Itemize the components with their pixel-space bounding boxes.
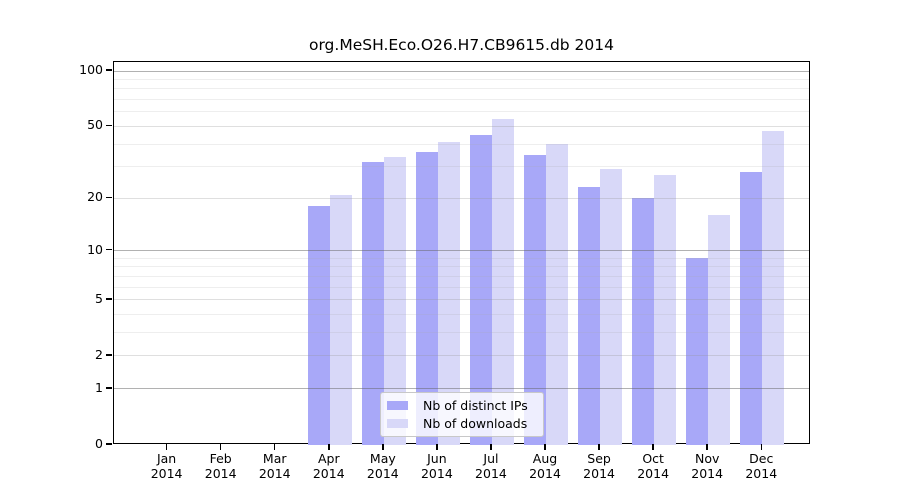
x-tick-mark bbox=[490, 444, 492, 450]
x-tick-mark bbox=[544, 444, 546, 450]
bar-downloads bbox=[437, 142, 460, 445]
gridline bbox=[114, 314, 809, 316]
bar-downloads bbox=[708, 215, 731, 445]
gridline bbox=[114, 250, 809, 252]
bar-downloads bbox=[383, 156, 406, 445]
x-tick-mark bbox=[273, 444, 276, 450]
bar-downloads bbox=[546, 144, 569, 445]
gridline bbox=[114, 70, 809, 72]
x-tick-label: Jul 2014 bbox=[475, 451, 507, 481]
bar-distinct-ips bbox=[632, 198, 655, 445]
gridline bbox=[114, 78, 809, 80]
y-tick-label: 0 bbox=[95, 436, 103, 451]
bar-distinct-ips bbox=[686, 258, 709, 445]
x-tick-label: May 2014 bbox=[366, 451, 399, 481]
y-tick-mark bbox=[106, 354, 112, 356]
y-tick-mark bbox=[106, 387, 112, 389]
gridline bbox=[114, 166, 809, 168]
y-tick-label: 20 bbox=[87, 189, 103, 205]
x-tick-label: Apr 2014 bbox=[312, 451, 345, 481]
gridline bbox=[114, 197, 809, 199]
gridline bbox=[114, 266, 809, 268]
y-tick-mark bbox=[106, 443, 112, 445]
x-tick-label: Mar 2014 bbox=[258, 451, 291, 481]
legend-label-downloads: Nb of downloads bbox=[423, 415, 528, 431]
gridline bbox=[114, 143, 809, 145]
bar-distinct-ips bbox=[469, 134, 492, 445]
gridline bbox=[114, 275, 809, 277]
x-tick-mark bbox=[652, 444, 654, 450]
bar-downloads bbox=[654, 174, 677, 445]
x-tick-mark bbox=[328, 444, 330, 450]
y-tick-label: 5 bbox=[95, 290, 103, 306]
x-tick-label: Oct 2014 bbox=[637, 451, 670, 481]
gridline bbox=[114, 332, 809, 334]
y-tick-mark bbox=[106, 248, 112, 251]
y-tick-mark bbox=[106, 196, 112, 199]
bar-downloads bbox=[762, 131, 785, 445]
plot-area bbox=[113, 61, 810, 445]
y-tick-mark bbox=[106, 124, 112, 127]
x-tick-mark bbox=[165, 444, 168, 450]
x-tick-mark bbox=[219, 444, 222, 450]
y-tick-label: 10 bbox=[87, 241, 103, 257]
x-tick-label: Feb 2014 bbox=[204, 451, 237, 481]
legend-swatch-distinct-ips bbox=[387, 401, 408, 411]
x-tick-mark bbox=[382, 444, 384, 450]
gridline bbox=[114, 286, 809, 288]
x-tick-mark bbox=[760, 444, 762, 450]
y-tick-label: 100 bbox=[79, 62, 103, 77]
legend-item-distinct-ips: Nb of distinct IPs bbox=[387, 397, 535, 415]
bar-distinct-ips bbox=[740, 172, 763, 445]
bar-distinct-ips bbox=[361, 161, 384, 445]
y-tick-label: 50 bbox=[87, 117, 103, 133]
gridline bbox=[114, 99, 809, 101]
y-tick-label: 2 bbox=[95, 346, 103, 362]
bar-distinct-ips bbox=[578, 187, 601, 445]
x-tick-label: Dec 2014 bbox=[745, 451, 778, 481]
x-tick-label: Jun 2014 bbox=[420, 451, 453, 481]
x-tick-mark bbox=[598, 444, 600, 450]
gridline bbox=[114, 111, 809, 113]
gridline bbox=[114, 257, 809, 259]
chart-title: org.MeSH.Eco.O26.H7.CB9615.db 2014 bbox=[308, 36, 615, 54]
x-tick-label: Aug 2014 bbox=[529, 451, 561, 481]
gridline bbox=[114, 355, 809, 357]
legend: Nb of distinct IPs Nb of downloads bbox=[380, 392, 544, 437]
legend-swatch-downloads bbox=[387, 418, 408, 428]
bar-downloads bbox=[600, 169, 623, 445]
gridline bbox=[114, 125, 809, 127]
gridline bbox=[114, 388, 809, 390]
x-tick-label: Jan 2014 bbox=[150, 451, 183, 481]
y-tick-mark bbox=[106, 69, 112, 71]
x-tick-mark bbox=[706, 444, 708, 450]
legend-item-downloads: Nb of downloads bbox=[387, 415, 535, 433]
legend-label-distinct-ips: Nb of distinct IPs bbox=[423, 398, 528, 414]
gridline bbox=[114, 299, 809, 301]
y-tick-label: 1 bbox=[95, 379, 103, 395]
bar-distinct-ips bbox=[415, 152, 438, 445]
x-tick-mark bbox=[436, 444, 438, 450]
x-tick-label: Sep 2014 bbox=[583, 451, 615, 481]
bar-distinct-ips bbox=[524, 154, 547, 445]
bar-downloads bbox=[329, 194, 352, 445]
bar-downloads bbox=[491, 118, 514, 445]
gridline bbox=[114, 88, 809, 90]
y-tick-mark bbox=[106, 298, 112, 300]
bar-distinct-ips bbox=[307, 206, 330, 445]
x-tick-label: Nov 2014 bbox=[691, 451, 724, 481]
